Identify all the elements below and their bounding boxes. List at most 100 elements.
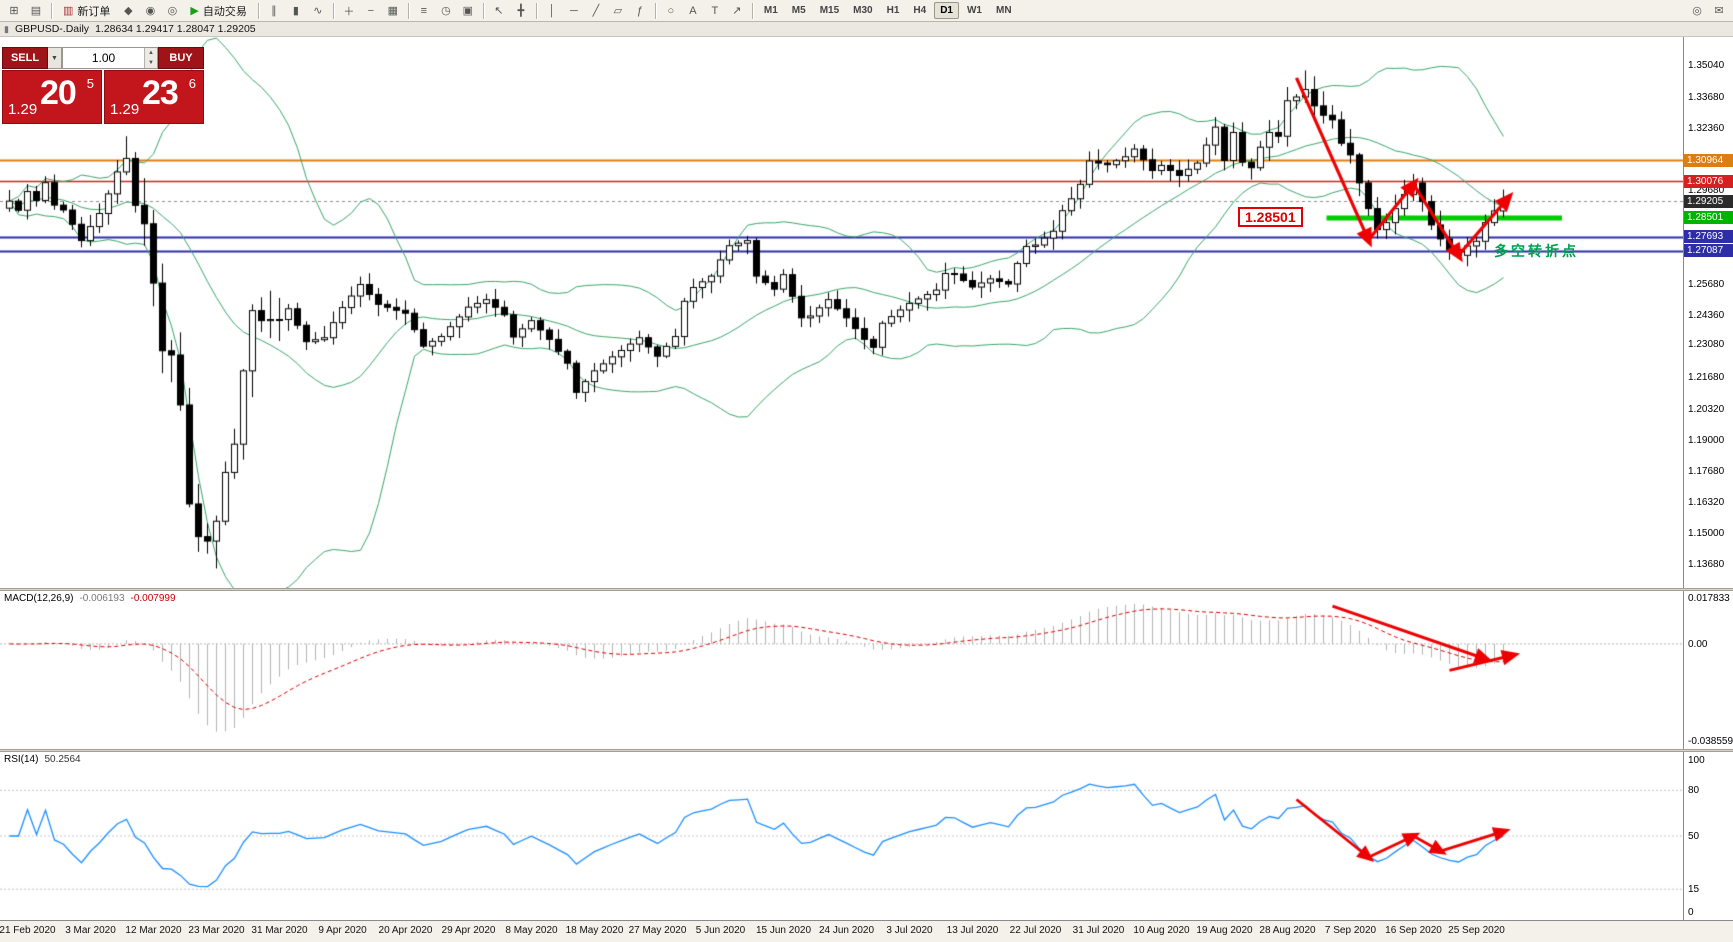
tile-windows-icon[interactable]: ▦ xyxy=(383,2,403,20)
strategy-tester-icon[interactable]: ◎ xyxy=(162,2,182,20)
timeframe-m5-button[interactable]: M5 xyxy=(791,5,806,16)
zoom-in-icon[interactable]: ＋ xyxy=(339,2,359,20)
timeframe-h4-button[interactable]: H4 xyxy=(913,5,927,16)
new-chart-icon: ⊞ xyxy=(9,5,19,17)
one-click-trade-widget: SELL ▼ 1.00 ▲ ▼ BUY 1.29 20 5 1.29 23 6 xyxy=(2,47,204,124)
price-chart-panel: 1.35040 1.33680 1.32360 1.29680 1.25680 1.243… xyxy=(0,37,1733,588)
volume-input[interactable]: 1.00 ▲ ▼ xyxy=(62,47,158,69)
timeframe-d1-button[interactable]: D1 xyxy=(934,2,959,19)
text-icon[interactable]: A xyxy=(683,2,703,20)
terminal-icon[interactable]: ◉ xyxy=(140,2,160,20)
search-icon[interactable]: ◎ xyxy=(1687,2,1707,20)
autotrading-button[interactable]: ▶ 自动交易 xyxy=(184,2,252,20)
timeframe-m15-button[interactable]: M15 xyxy=(819,5,840,16)
price-level-label[interactable]: 1.28501 xyxy=(1238,206,1303,227)
panel-splitter[interactable] xyxy=(0,588,1733,591)
macd-label: MACD(12,26,9) -0.006193 -0.007999 xyxy=(4,593,176,604)
price-chart-canvas[interactable] xyxy=(0,37,1683,588)
sell-price-main: 20 xyxy=(40,74,77,112)
macd-signal-value: -0.007999 xyxy=(130,593,176,604)
sell-button[interactable]: SELL xyxy=(2,47,48,69)
toolbar-separator xyxy=(257,2,259,19)
chart-window-icon: ▮ xyxy=(4,23,9,34)
time-axis[interactable]: 21 Feb 2020 3 Mar 2020 12 Mar 2020 23 Mar 2… xyxy=(0,920,1733,942)
macd-axis-value: -0.038559 xyxy=(1688,736,1733,747)
chart-ohlc-values: 1.28634 1.29417 1.28047 1.29205 xyxy=(95,23,256,35)
price-tag: 1.30076 xyxy=(1684,174,1733,188)
price-tick: 1.13680 xyxy=(1688,558,1725,570)
toolbar-separator xyxy=(332,2,334,19)
zoom-out-icon: − xyxy=(367,4,375,17)
rsi-axis-value: 0 xyxy=(1688,907,1694,918)
zoom-out-icon[interactable]: − xyxy=(361,2,381,20)
volume-stepper[interactable]: ▲ ▼ xyxy=(144,48,157,68)
rsi-value: 50.2564 xyxy=(44,754,81,765)
label-icon[interactable]: T xyxy=(705,2,725,20)
sell-price-panel[interactable]: 1.29 20 5 xyxy=(2,70,102,124)
turning-point-annotation[interactable]: 多空转折点 xyxy=(1494,242,1579,259)
periods-icon[interactable]: ◷ xyxy=(436,2,456,20)
price-tick: 1.23080 xyxy=(1688,339,1725,351)
volume-value[interactable]: 1.00 xyxy=(91,51,116,65)
arrows-gallery-icon[interactable]: ↗ xyxy=(727,2,747,20)
date-label: 27 May 2020 xyxy=(628,925,687,936)
toolbar-separator xyxy=(654,2,656,19)
buy-price-panel[interactable]: 1.29 23 6 xyxy=(104,70,204,124)
price-tick: 1.29680 xyxy=(1688,185,1725,197)
macd-panel: 0.017833 0.00 -0.038559 MACD(12,26,9) -0.00… xyxy=(0,591,1733,749)
channel-icon: ▱ xyxy=(613,5,623,17)
vertical-line-icon: │ xyxy=(548,4,556,17)
date-label: 15 Jun 2020 xyxy=(755,925,812,936)
indicators-list-icon[interactable]: ≡ xyxy=(414,2,434,20)
fibonacci-icon[interactable]: ƒ xyxy=(630,2,650,20)
rsi-axis-value: 50 xyxy=(1688,831,1700,842)
new-order-button[interactable]: ▥ 新订单 xyxy=(57,2,116,20)
price-tick: 1.17680 xyxy=(1688,465,1725,477)
crosshair-icon[interactable]: ╋ xyxy=(511,2,531,20)
volume-up-icon[interactable]: ▲ xyxy=(145,48,157,58)
buy-button[interactable]: BUY xyxy=(158,47,204,69)
chart-candles-icon[interactable]: ▮ xyxy=(286,2,306,20)
timeframe-m30-button[interactable]: M30 xyxy=(853,5,873,16)
arrows-gallery-icon: ↗ xyxy=(732,5,742,17)
macd-name: MACD(12,26,9) xyxy=(4,593,74,604)
timeframe-m1-button[interactable]: M1 xyxy=(763,5,778,16)
rsi-canvas[interactable] xyxy=(0,752,1683,920)
chart-bars-icon[interactable]: ∥ xyxy=(264,2,284,20)
date-label: 23 Mar 2020 xyxy=(188,925,245,936)
timeframe-h1-button[interactable]: H1 xyxy=(886,5,900,16)
timeframe-w1-button[interactable]: W1 xyxy=(966,5,982,16)
panel-splitter[interactable] xyxy=(0,749,1733,752)
vertical-line-icon[interactable]: │ xyxy=(542,2,562,20)
shapes-icon[interactable]: ○ xyxy=(661,2,681,20)
price-tick: 1.25680 xyxy=(1688,278,1725,290)
autotrading-button-label: 自动交易 xyxy=(202,5,247,18)
timeframe-mn-button[interactable]: MN xyxy=(995,5,1012,16)
new-chart-icon[interactable]: ⊞ xyxy=(4,2,24,20)
price-tick: 1.15000 xyxy=(1688,528,1725,540)
macd-canvas[interactable] xyxy=(0,591,1683,749)
label-icon: T xyxy=(711,4,719,17)
alerts-icon[interactable]: ✉ xyxy=(1709,2,1729,20)
templates-icon[interactable]: ▣ xyxy=(458,2,478,20)
horizontal-line-icon[interactable]: ─ xyxy=(564,2,584,20)
toolbar-separator xyxy=(51,2,52,19)
buy-price-main: 23 xyxy=(142,74,179,112)
date-label: 8 May 2020 xyxy=(505,925,558,936)
market-watch-icon[interactable]: ◆ xyxy=(118,2,138,20)
channel-icon[interactable]: ▱ xyxy=(608,2,628,20)
horizontal-line-icon: ─ xyxy=(569,4,578,17)
cursor-icon[interactable]: ↖ xyxy=(489,2,509,20)
price-tag: 1.30964 xyxy=(1684,153,1733,167)
rsi-axis: 100 80 50 15 0 xyxy=(1683,752,1733,920)
profiles-icon[interactable]: ▤ xyxy=(26,2,46,20)
rsi-label: RSI(14) 50.2564 xyxy=(4,754,81,765)
date-label: 9 Apr 2020 xyxy=(318,925,367,936)
new-order-button: ▥ xyxy=(63,5,74,17)
chart-line-icon[interactable]: ∿ xyxy=(308,2,328,20)
order-type-dropdown[interactable]: ▼ xyxy=(48,47,62,69)
toolbar-separator xyxy=(482,2,484,19)
profiles-icon: ▤ xyxy=(30,5,42,17)
volume-down-icon[interactable]: ▼ xyxy=(145,58,157,68)
trendline-icon[interactable]: ╱ xyxy=(586,2,606,20)
